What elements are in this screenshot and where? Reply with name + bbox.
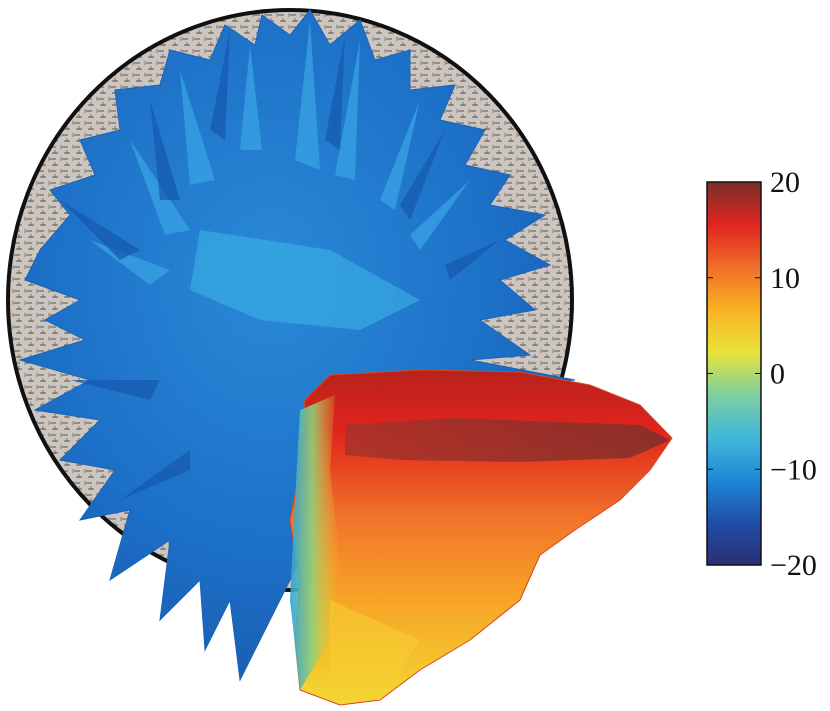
colorbar: 20 10 0 −10 −20 bbox=[706, 166, 817, 582]
colorbar-tick-label: −20 bbox=[770, 549, 817, 582]
colorbar-ticks: 20 10 0 −10 −20 bbox=[707, 166, 817, 582]
lower-surface-lobe bbox=[289, 369, 673, 706]
colorbar-tick-label: 20 bbox=[770, 166, 800, 199]
colorbar-tick-label: −10 bbox=[770, 453, 817, 486]
colorbar-fill bbox=[706, 181, 762, 566]
colorbar-tick-label: 0 bbox=[770, 358, 785, 391]
colorbar-tick-label: 10 bbox=[770, 262, 800, 295]
upper-surface-lobe bbox=[18, 9, 576, 682]
